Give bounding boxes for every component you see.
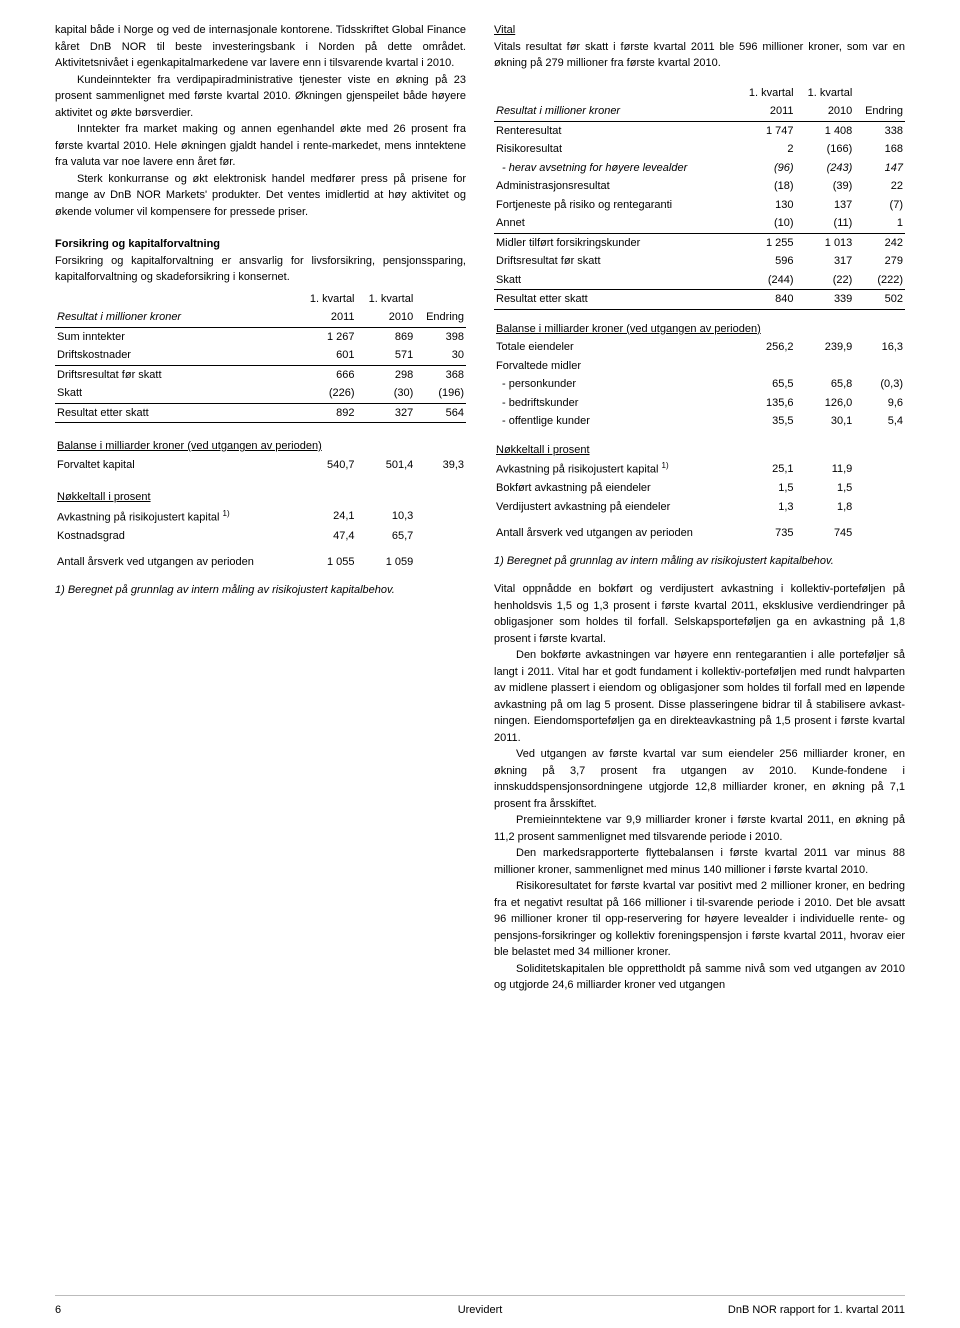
table-row: - herav avsetning for høyere levealder(9… — [494, 159, 905, 178]
body-para: Soliditetskapitalen ble opprettholdt på … — [494, 961, 905, 994]
table-row: Resultat etter skatt840339502 — [494, 290, 905, 310]
body-para: Premieinntektene var 9,9 milliarder kron… — [494, 812, 905, 845]
footer-right: DnB NOR rapport for 1. kvartal 2011 — [728, 1302, 905, 1319]
key-head: Nøkkeltall i prosent — [55, 488, 466, 507]
table-row: Avkastning på risikojustert kapital 1)25… — [494, 459, 905, 479]
table-row: Midler tilført forsikringskunder1 2551 0… — [494, 233, 905, 252]
table-row: - offentlige kunder35,530,15,4 — [494, 412, 905, 431]
body-para: Den bokførte avkastningen var høyere enn… — [494, 647, 905, 746]
footer-center: Urevidert — [458, 1302, 503, 1319]
row-head: Resultat i millioner kroner — [494, 102, 737, 121]
page-footer: 6 Urevidert DnB NOR rapport for 1. kvart… — [55, 1295, 905, 1319]
year-col: 2010 — [357, 308, 416, 327]
section-heading: Forsikring og kapitalforvaltning — [55, 236, 466, 253]
table-row: Bokført avkastning på eiendeler1,51,5 — [494, 479, 905, 498]
table-row: Fortjeneste på risiko og rentegaranti130… — [494, 196, 905, 215]
table-row: Totale eiendeler256,2239,916,3 — [494, 338, 905, 357]
body-para: Vitals resultat før skatt i første kvart… — [494, 39, 905, 72]
col-header: 1. kvartal — [737, 84, 796, 103]
body-para: kapital både i Norge og ved de internasj… — [55, 22, 466, 72]
table-row: Forvaltede midler — [494, 357, 905, 376]
body-para: Vital oppnådde en bokført og verdijuster… — [494, 581, 905, 647]
body-para: Den markedsrapporterte flyttebalansen i … — [494, 845, 905, 878]
table-row: Driftsresultat før skatt596317279 — [494, 252, 905, 271]
balance-head: Balanse i milliarder kroner (ved utgange… — [55, 437, 466, 456]
footnote: 1) Beregnet på grunnlag av intern måling… — [494, 553, 905, 570]
col-header: 1. kvartal — [298, 290, 357, 309]
col-header: 1. kvartal — [796, 84, 855, 103]
page-number: 6 — [55, 1302, 61, 1319]
table-row: Risikoresultat2(166)168 — [494, 140, 905, 159]
body-para: Forsikring og kapitalforvaltning er ansv… — [55, 253, 466, 286]
table-row: Antall årsverk ved utgangen av perioden7… — [494, 524, 905, 543]
table-row: Avkastning på risikojustert kapital 1)24… — [55, 507, 466, 527]
table-row: Annet(10)(11)1 — [494, 214, 905, 233]
page: kapital både i Norge og ved de internasj… — [0, 0, 960, 1328]
table-row: - bedriftskunder135,6126,09,6 — [494, 394, 905, 413]
body-para: Sterk konkurranse og økt elektronisk han… — [55, 171, 466, 221]
vital-heading: Vital — [494, 22, 905, 39]
row-head: Resultat i millioner kroner — [55, 308, 298, 327]
table-row: Renteresultat1 7471 408338 — [494, 121, 905, 140]
table-row: Driftskostnader60157130 — [55, 346, 466, 365]
table-row: Driftsresultat før skatt666298368 — [55, 365, 466, 384]
table-row: - personkunder65,565,8(0,3) — [494, 375, 905, 394]
balance-head: Balanse i milliarder kroner (ved utgange… — [494, 320, 905, 339]
table-row: Administrasjonsresultat(18)(39)22 — [494, 177, 905, 196]
body-para: Inntekter fra market making og annen ege… — [55, 121, 466, 171]
col-header: 1. kvartal — [357, 290, 416, 309]
table-row: Kostnadsgrad47,465,7 — [55, 527, 466, 546]
left-column: kapital både i Norge og ved de internasj… — [55, 22, 466, 994]
table-row: Skatt(244)(22)(222) — [494, 271, 905, 290]
body-para: Risikoresultatet for første kvartal var … — [494, 878, 905, 961]
body-para: Kundeinntekter fra verdipapiradministrat… — [55, 72, 466, 122]
table-row: Forvaltet kapital540,7501,439,3 — [55, 456, 466, 475]
table-row: Sum inntekter1 267869398 — [55, 327, 466, 346]
table-vital: 1. kvartal1. kvartal Resultat i millione… — [494, 84, 905, 543]
year-col: 2011 — [298, 308, 357, 327]
footnote: 1) Beregnet på grunnlag av intern måling… — [55, 582, 466, 599]
two-columns: kapital både i Norge og ved de internasj… — [55, 22, 905, 994]
right-column: Vital Vitals resultat før skatt i første… — [494, 22, 905, 994]
table-row: Resultat etter skatt892327564 — [55, 403, 466, 423]
change-col: Endring — [415, 308, 466, 327]
table-forsikring: 1. kvartal1. kvartal Resultat i millione… — [55, 290, 466, 572]
table-row: Verdijustert avkastning på eiendeler1,31… — [494, 498, 905, 517]
table-row: Skatt(226)(30)(196) — [55, 384, 466, 403]
body-para: Ved utgangen av første kvartal var sum e… — [494, 746, 905, 812]
key-head: Nøkkeltall i prosent — [494, 441, 905, 460]
table-row: Antall årsverk ved utgangen av perioden1… — [55, 553, 466, 572]
